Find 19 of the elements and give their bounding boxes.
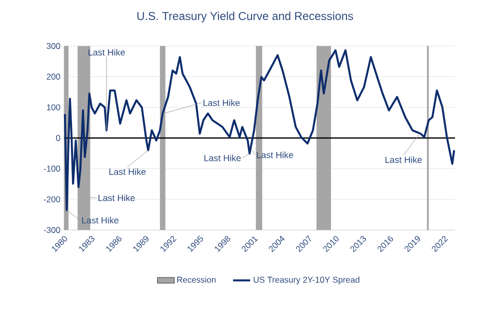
annotation: Last Hike: [204, 99, 240, 106]
annotation: Last Hike: [98, 194, 135, 202]
annotation: Last Hike: [109, 168, 146, 175]
annotation: Last Hike: [204, 154, 241, 162]
y-tick-label: 300: [46, 43, 60, 49]
y-tick-label: -300: [44, 227, 60, 233]
y-tick-label: 0: [56, 135, 60, 141]
chart-title: U.S. Treasury Yield Curve and Recessions: [137, 12, 354, 22]
line-series: [64, 49, 456, 212]
y-tick-label: 100: [46, 104, 60, 110]
annotation: Last Hike: [88, 48, 125, 56]
annotation: Last Hike: [256, 152, 294, 158]
annotation: Last Hike: [82, 216, 118, 224]
y-tick-label: -100: [44, 166, 60, 172]
annotation: Last Hike: [385, 156, 422, 163]
legend-label: Recession: [177, 276, 216, 283]
legend-label: US Treasury 2Y-10Y Spread: [254, 276, 360, 284]
y-tick-label: -200: [44, 196, 60, 202]
y-tick-label: 200: [46, 74, 60, 80]
